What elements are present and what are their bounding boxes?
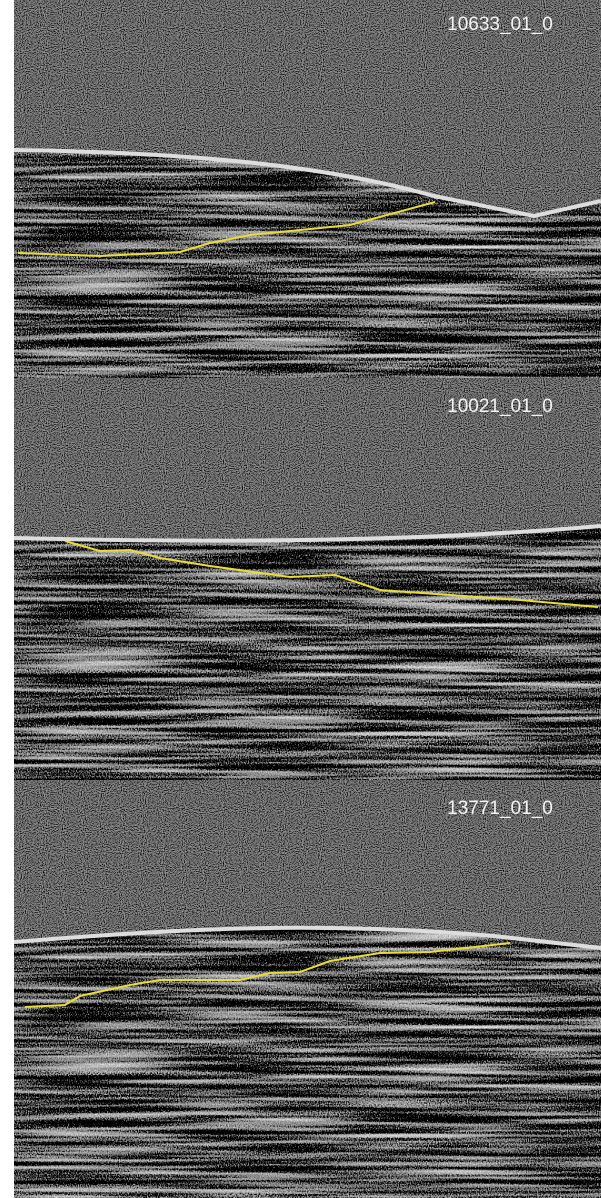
- panel-label: 13771_01_0: [447, 798, 553, 819]
- panel-label: 10633_01_0: [447, 14, 553, 35]
- page: {"panels": [{"label": "10633_01_0"}, {"l…: [0, 0, 601, 1198]
- panel: 10021_01_0: [14, 378, 601, 780]
- panel-label: 10021_01_0: [447, 396, 553, 417]
- panel: 10633_01_0: [14, 0, 601, 378]
- image-stack: 10633_01_0 10021_01_0 13771_01_0: [14, 0, 601, 1198]
- panel: 13771_01_0: [14, 780, 601, 1198]
- subsurface: [14, 526, 601, 780]
